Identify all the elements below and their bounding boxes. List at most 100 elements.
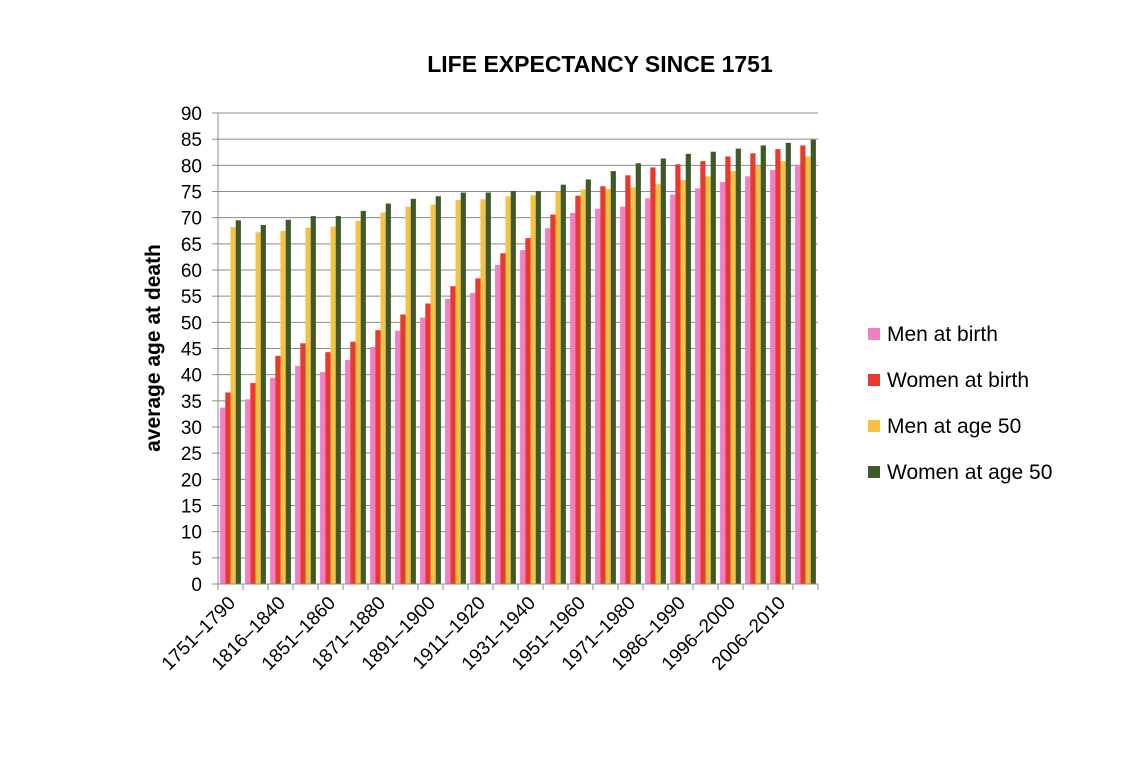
bar-women-at-birth [425, 303, 431, 584]
bar-women-at-age-50 [310, 216, 316, 584]
bar-women-at-birth [775, 149, 781, 585]
bar-men-at-birth [720, 182, 726, 584]
y-tick-label: 50 [181, 313, 202, 334]
bar-women-at-birth [450, 286, 456, 584]
legend-label: Women at birth [887, 369, 1029, 392]
bar-men-at-age-50 [580, 189, 586, 584]
bar-men-at-age-50 [380, 212, 386, 584]
bar-men-at-age-50 [780, 161, 786, 584]
bar-women-at-birth [575, 195, 581, 585]
bar-women-at-age-50 [385, 203, 391, 584]
chart-title: LIFE EXPECTANCY SINCE 1751 [427, 51, 773, 77]
y-tick-label: 60 [181, 261, 202, 282]
bar-women-at-birth [225, 392, 231, 584]
bar-men-at-age-50 [430, 204, 436, 585]
bar-women-at-age-50 [535, 190, 541, 584]
y-tick-label: 15 [181, 497, 202, 518]
bar-men-at-age-50 [405, 206, 411, 584]
bar-women-at-age-50 [285, 219, 291, 584]
legend-label: Women at age 50 [887, 461, 1052, 484]
bar-women-at-birth [350, 341, 356, 584]
bar-men-at-birth [395, 330, 401, 584]
bar-men-at-age-50 [530, 195, 536, 584]
bar-men-at-age-50 [280, 230, 286, 584]
bar-women-at-age-50 [810, 139, 816, 584]
bar-men-at-birth [295, 365, 301, 584]
bar-men-at-age-50 [555, 191, 561, 584]
legend: Men at birth Women at birth Men at age 50 W… [868, 323, 1052, 484]
bar-women-at-age-50 [435, 196, 441, 584]
bar-men-at-birth [620, 206, 626, 584]
bar-women-at-age-50 [510, 190, 516, 584]
y-tick-label: 90 [181, 104, 202, 125]
y-tick-label: 55 [181, 287, 202, 308]
bar-men-at-birth [420, 317, 426, 584]
bar-men-at-age-50 [505, 196, 511, 584]
bar-women-at-birth [725, 156, 731, 585]
bar-women-at-age-50 [635, 163, 641, 585]
y-tick-label: 80 [181, 156, 202, 177]
y-tick-label: 10 [181, 523, 202, 544]
bar-women-at-age-50 [410, 198, 416, 584]
bar-men-at-birth [345, 360, 351, 584]
bar-men-at-age-50 [655, 184, 661, 584]
bar-women-at-age-50 [460, 192, 466, 584]
bar-men-at-age-50 [455, 199, 461, 584]
bar-women-at-birth [650, 167, 656, 584]
bar-men-at-birth [545, 228, 551, 584]
y-tick-label: 0 [191, 575, 202, 596]
bar-women-at-age-50 [360, 210, 366, 584]
y-tick-label: 5 [191, 549, 202, 570]
bar-men-at-age-50 [755, 165, 761, 584]
y-tick-label: 75 [181, 183, 202, 204]
legend-swatch [868, 374, 880, 386]
bar-men-at-birth [320, 372, 326, 584]
y-tick-label: 45 [181, 340, 202, 361]
legend-swatch [868, 420, 880, 432]
bar-women-at-age-50 [335, 216, 341, 584]
bar-women-at-age-50 [260, 224, 266, 584]
bar-men-at-birth [770, 170, 776, 584]
bar-women-at-age-50 [785, 142, 791, 584]
bar-men-at-birth [570, 212, 576, 584]
bar-women-at-birth [500, 253, 506, 584]
bar-women-at-age-50 [485, 192, 491, 584]
bar-women-at-age-50 [610, 171, 616, 584]
bar-men-at-birth [595, 208, 601, 584]
legend-label: Men at birth [887, 323, 998, 346]
bar-women-at-birth [700, 161, 706, 584]
bar-men-at-age-50 [630, 187, 636, 584]
bar-men-at-birth [220, 407, 226, 584]
y-tick-labels: 0 5 10 15 20 25 30 35 40 45 50 55 60 65 70 75 80 85 90 [181, 104, 202, 596]
bar-women-at-age-50 [660, 158, 666, 584]
bar-men-at-birth [270, 377, 276, 584]
bar-women-at-age-50 [585, 179, 591, 585]
bar-women-at-birth [550, 214, 556, 584]
bar-women-at-birth [275, 355, 281, 584]
bar-women-at-age-50 [760, 145, 766, 585]
bar-men-at-birth [745, 176, 751, 584]
legend-swatch [868, 466, 880, 478]
bars [220, 139, 816, 585]
gridlines [218, 112, 818, 559]
x-tick-labels: 1751–17901816–18401851–18601871–18801891… [158, 593, 790, 675]
y-tick-label: 65 [181, 235, 202, 256]
bar-men-at-birth [495, 264, 501, 584]
y-tick-label: 70 [181, 209, 202, 230]
bar-women-at-birth [800, 145, 806, 585]
bar-men-at-birth [470, 293, 476, 584]
bar-men-at-birth [670, 194, 676, 584]
bar-women-at-birth [475, 278, 481, 584]
bar-women-at-age-50 [235, 220, 241, 585]
bar-men-at-birth [445, 298, 451, 584]
bar-men-at-age-50 [255, 232, 261, 584]
bar-men-at-age-50 [305, 227, 311, 585]
bar-women-at-birth [250, 383, 256, 584]
bar-men-at-birth [245, 399, 251, 584]
bar-women-at-birth [750, 153, 756, 584]
legend-label: Men at age 50 [887, 415, 1021, 438]
bar-women-at-birth [625, 175, 631, 584]
bar-men-at-birth [695, 188, 701, 585]
bar-men-at-birth [370, 346, 376, 584]
bar-men-at-age-50 [705, 176, 711, 584]
